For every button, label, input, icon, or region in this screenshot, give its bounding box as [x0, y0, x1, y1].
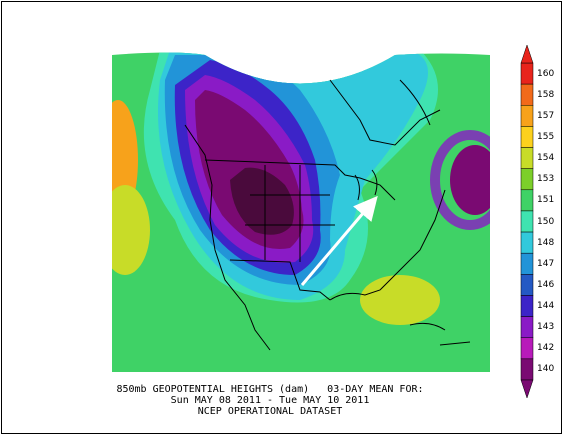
colorbar-label: 160 — [537, 68, 555, 79]
colorbar-top-triangle — [520, 44, 534, 64]
colorbar-label: 157 — [537, 110, 555, 121]
colorbar-swatch — [520, 62, 534, 85]
colorbar-label: 150 — [537, 216, 555, 227]
coastline-borders — [184, 79, 471, 351]
colorbar-bottom-triangle — [520, 379, 534, 399]
caption-date-range: Sun MAY 08 2011 - Tue MAY 10 2011 — [170, 395, 370, 406]
state-lines — [245, 165, 335, 262]
colorbar-label: 154 — [537, 153, 555, 164]
colorbar-swatch — [520, 358, 534, 381]
colorbar-label: 153 — [537, 174, 555, 185]
trajectory-arrow — [300, 195, 378, 286]
colorbar-label: 140 — [537, 364, 555, 375]
caption-title: 850mb GEOPOTENTIAL HEIGHTS (dam) 03-DAY … — [116, 384, 424, 395]
field-low-core — [230, 167, 294, 235]
colorbar-label: 147 — [537, 258, 555, 269]
field-low-east-ring — [430, 130, 490, 230]
colorbar-swatch — [520, 274, 534, 296]
field-yellow-green-east — [360, 275, 440, 325]
colorbar-label: 158 — [537, 89, 555, 100]
colorbar-swatch — [520, 316, 534, 338]
colorbar-label: 155 — [537, 131, 555, 142]
colorbar-swatch — [520, 83, 534, 106]
colorbar-swatch — [520, 231, 534, 254]
field-yellow-green — [112, 185, 150, 275]
us-canada-border — [204, 159, 396, 201]
height-field — [112, 52, 490, 372]
colorbar-swatch — [520, 126, 534, 148]
colorbar-swatch — [520, 105, 534, 127]
field-low-east — [450, 145, 490, 215]
colorbar-swatch — [520, 337, 534, 360]
west-coastline — [184, 124, 271, 351]
gulf-east-coast — [329, 189, 446, 301]
colorbar-swatch — [520, 252, 534, 275]
colorbar-swatch — [520, 168, 534, 191]
caribbean-islands — [409, 322, 471, 346]
colorbar-label: 143 — [537, 322, 555, 333]
colorbar-label: 146 — [537, 279, 555, 290]
colorbar-swatch — [520, 210, 534, 233]
colorbar-label: 142 — [537, 343, 555, 354]
colorbar-label: 144 — [537, 301, 555, 312]
colorbar-label: 148 — [537, 237, 555, 248]
us-mexico-border — [229, 259, 331, 301]
colorbar-swatch — [520, 147, 534, 169]
colorbar-swatch — [520, 295, 534, 317]
canada-coast — [329, 79, 441, 146]
caption-dataset: NCEP OPERATIONAL DATASET — [197, 406, 343, 417]
caption: 850mb GEOPOTENTIAL HEIGHTS (dam) 03-DAY … — [0, 384, 540, 417]
colorbar-label: 151 — [537, 195, 555, 206]
colorbar-swatch — [520, 189, 534, 212]
